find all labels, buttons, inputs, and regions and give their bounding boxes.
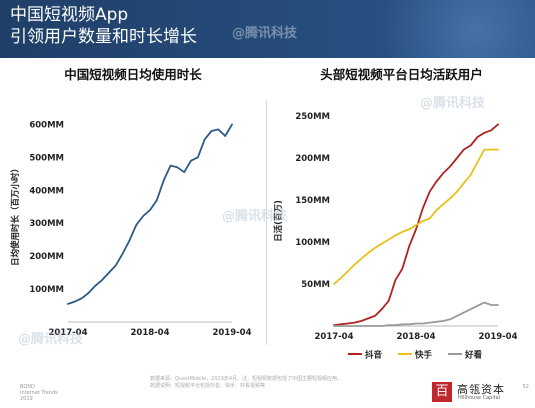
y-axis-label: 日活(百万) <box>273 200 284 242</box>
y-tick-label: 100MM <box>295 238 330 248</box>
logo-name: 高瓴资本 <box>457 383 505 396</box>
right-chart-title: 头部短视频平台日均活跃用户 <box>320 67 483 82</box>
y-tick-label: 250MM <box>295 112 330 122</box>
x-tick-label: 2017-04 <box>314 332 353 342</box>
bond-label: BOND Internet Trends 2019 <box>20 384 58 402</box>
source-note: 数据来源：QuestMobile，2019年4月。注：短视频数据包括了中国主要短… <box>150 376 410 390</box>
watermark: @腾讯科技 <box>18 332 84 347</box>
y-tick-label: 50MM <box>301 280 330 290</box>
left-chart: 100MM 200MM 300MM 400MM 500MM 600MM 2017-04 201… <box>10 120 252 338</box>
logo-subtitle: Hillhouse Capital <box>458 395 501 401</box>
source-line2: 数据说明：短视频平台包括抖音、快手、好看视频等 <box>150 383 266 389</box>
bond-line2: Internet Trends <box>20 390 58 396</box>
x-tick-label: 2019-04 <box>212 328 251 338</box>
hillhouse-logo: 百 高瓴资本 Hillhouse Capital <box>432 378 527 406</box>
x-tick-label: 2019-04 <box>478 332 517 342</box>
legend-label: 抖音 <box>365 350 383 361</box>
series-line-1 <box>333 123 499 327</box>
y-tick-label: 500MM <box>29 153 64 163</box>
panel-divider <box>266 100 267 345</box>
page-number: 52 <box>522 384 529 390</box>
legend-label: 好看 <box>464 350 483 361</box>
y-tick-label: 200MM <box>295 154 330 164</box>
slide-footer: BOND Internet Trends 2019 数据来源：QuestMobi… <box>0 362 535 408</box>
x-tick-label: 2018-04 <box>130 328 169 338</box>
slide-header: 中国短视频App 引领用户数量和时长增长 <box>0 0 535 58</box>
header-glow <box>375 0 535 58</box>
y-axis-label: 日均使用时长（百万小时） <box>10 164 21 266</box>
legend-label: 快手 <box>415 350 433 361</box>
watermark: @腾讯科技 <box>232 26 298 41</box>
bond-line1: BOND <box>20 384 35 390</box>
bond-line3: 2019 <box>20 396 33 402</box>
right-chart: 50MM 100MM 150MM 200MM 250MM 2017-04 2018-04 20… <box>273 112 518 361</box>
series-line-1 <box>67 123 233 305</box>
watermark: @腾讯科技 <box>420 96 486 111</box>
y-tick-label: 400MM <box>29 186 64 196</box>
y-tick-label: 200MM <box>29 252 64 262</box>
source-line1: 数据来源：QuestMobile，2019年4月。注：短视频数据包括了中国主要短… <box>150 376 343 382</box>
left-chart-title: 中国短视频日均使用时长 <box>64 67 202 82</box>
x-tick-label: 2017-04 <box>48 328 87 338</box>
x-tick-label: 2018-04 <box>396 332 435 342</box>
slide-title-line1: 中国短视频App <box>10 5 129 25</box>
y-tick-label: 600MM <box>29 120 64 130</box>
y-tick-label: 300MM <box>29 219 64 229</box>
y-tick-label: 150MM <box>295 196 330 206</box>
slide-title-line2: 引领用户数量和时长增长 <box>10 27 197 47</box>
watermark: @腾讯科技 <box>222 209 288 224</box>
logo-mark-icon: 百 <box>432 382 452 402</box>
left-chart-panel: 中国短视频日均使用时长 100MM 200MM 300MM 400MM 500MM 600… <box>0 60 266 360</box>
slide-title: 中国短视频App 引领用户数量和时长增长 <box>10 4 197 48</box>
series-line-3 <box>333 301 499 327</box>
series-line-2 <box>333 148 499 285</box>
right-chart-panel: 头部短视频平台日均活跃用户 50MM 100MM 150MM 200MM 250MM 20… <box>268 60 535 361</box>
y-tick-label: 100MM <box>29 285 64 295</box>
